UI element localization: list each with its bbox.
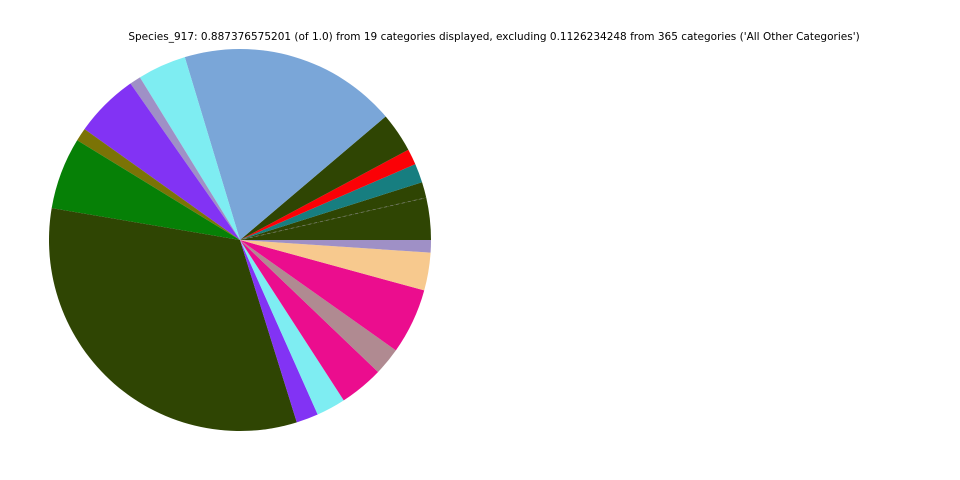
chart-title: Species_917: 0.887376575201 (of 1.0) fro…	[128, 31, 860, 43]
pie-slice-11-green	[51, 140, 240, 240]
pie-slice-16-rosybrown	[240, 240, 396, 372]
pie-slice-08-lavender	[130, 77, 240, 240]
pie-slice-12-darkolive	[48, 208, 297, 432]
pie-slice-17-magenta	[240, 240, 425, 351]
pie-slice-18-peach	[240, 240, 431, 291]
pie-slice-13-blueviolet	[240, 240, 318, 423]
pie-slice-14-cyan	[240, 240, 344, 415]
pie-slice-19-lavender	[240, 240, 431, 253]
pie-slice-10-olive	[77, 129, 241, 240]
slice-separator-dashed-line	[243, 197, 426, 240]
pie-slice-06-blue	[184, 48, 386, 241]
pie-slice-07-cyan	[139, 57, 240, 241]
pie-slice-15-magenta	[240, 240, 379, 401]
pie-slice-09-blueviolet	[84, 83, 240, 240]
pie-slice-03-teal	[240, 164, 423, 240]
pie-slice-05-darkolive	[240, 116, 409, 240]
pie-slice-02-darkolive	[240, 182, 427, 240]
pie-slice-04-red	[240, 149, 416, 240]
